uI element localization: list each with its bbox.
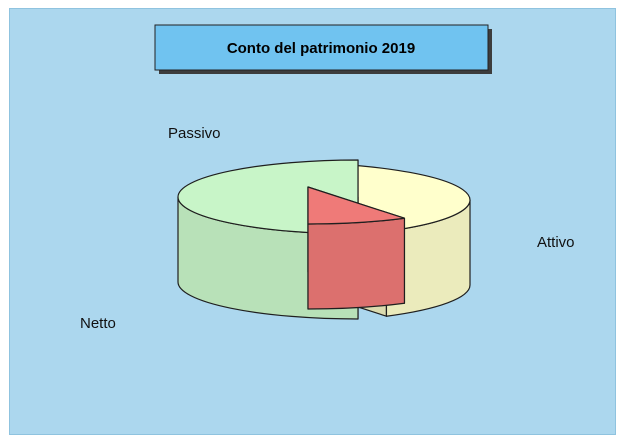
slice-label-attivo: Attivo bbox=[537, 234, 575, 251]
slice-passivo bbox=[307, 186, 406, 310]
title-box bbox=[154, 24, 489, 71]
pie-labels: Attivo Passivo Netto bbox=[80, 125, 575, 332]
pie-slices bbox=[177, 159, 471, 320]
chart-title-box: Conto del patrimonio 2019 bbox=[154, 24, 492, 74]
slice-passivo-wall bbox=[307, 217, 406, 310]
slice-passivo-top bbox=[307, 186, 406, 225]
slice-label-netto: Netto bbox=[80, 315, 116, 332]
chart-title: Conto del patrimonio 2019 bbox=[227, 40, 415, 57]
slice-label-passivo: Passivo bbox=[168, 125, 221, 142]
